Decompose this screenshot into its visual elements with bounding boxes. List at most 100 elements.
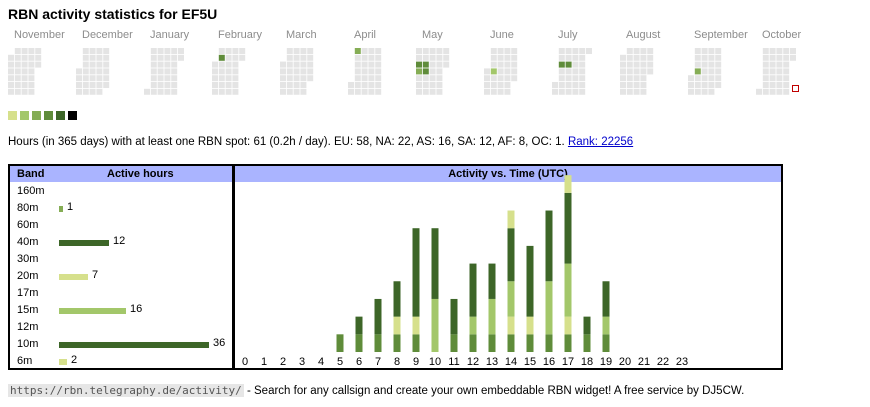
day-cell[interactable] [21, 68, 28, 75]
day-cell[interactable] [164, 54, 171, 61]
day-cell[interactable] [225, 82, 232, 88]
day-cell[interactable] [225, 61, 232, 68]
day-cell[interactable] [280, 88, 286, 95]
day-cell[interactable] [769, 48, 776, 54]
day-cell[interactable] [212, 68, 218, 75]
day-cell[interactable] [715, 48, 722, 54]
day-cell[interactable] [776, 48, 783, 54]
day-cell[interactable] [776, 75, 783, 82]
day-cell[interactable] [708, 88, 715, 95]
day-cell[interactable] [280, 61, 286, 68]
day-cell[interactable] [218, 54, 225, 61]
day-cell[interactable] [232, 54, 239, 61]
day-cell[interactable] [762, 82, 769, 88]
day-cell[interactable] [783, 75, 790, 82]
day-cell[interactable] [76, 88, 82, 95]
day-cell[interactable] [150, 48, 157, 54]
day-cell[interactable] [368, 88, 375, 95]
day-cell[interactable] [82, 82, 89, 88]
day-cell[interactable] [375, 88, 382, 95]
activity-url[interactable]: https://rbn.telegraphy.de/activity/ [8, 384, 244, 397]
day-cell[interactable] [171, 82, 178, 88]
day-cell[interactable] [633, 82, 640, 88]
day-cell[interactable] [443, 48, 450, 54]
day-cell[interactable] [694, 75, 701, 82]
day-cell[interactable] [762, 75, 769, 82]
day-cell[interactable] [633, 48, 640, 54]
day-cell[interactable] [368, 75, 375, 82]
day-cell[interactable] [354, 88, 361, 95]
day-cell[interactable] [164, 88, 171, 95]
day-cell[interactable] [14, 54, 21, 61]
day-cell[interactable] [504, 68, 511, 75]
day-cell[interactable] [164, 75, 171, 82]
day-cell[interactable] [164, 82, 171, 88]
day-cell[interactable] [497, 48, 504, 54]
day-cell[interactable] [375, 82, 382, 88]
day-cell[interactable] [300, 61, 307, 68]
day-cell[interactable] [497, 54, 504, 61]
day-cell[interactable] [171, 75, 178, 82]
day-cell[interactable] [497, 82, 504, 88]
day-cell[interactable] [368, 82, 375, 88]
day-cell[interactable] [558, 48, 565, 54]
day-cell[interactable] [28, 48, 35, 54]
day-cell[interactable] [572, 48, 579, 54]
day-cell[interactable] [82, 75, 89, 82]
day-cell[interactable] [21, 48, 28, 54]
day-cell[interactable] [76, 82, 82, 88]
day-cell[interactable] [232, 82, 239, 88]
day-cell[interactable] [103, 48, 110, 54]
day-cell[interactable] [35, 61, 42, 68]
day-cell[interactable] [783, 88, 790, 95]
rank-link[interactable]: Rank: 22256 [567, 136, 634, 148]
day-cell[interactable] [429, 54, 436, 61]
day-cell[interactable] [647, 54, 654, 61]
day-cell[interactable] [422, 68, 429, 75]
day-cell[interactable] [422, 75, 429, 82]
day-cell[interactable] [232, 68, 239, 75]
day-cell[interactable] [422, 82, 429, 88]
day-cell[interactable] [307, 75, 314, 82]
day-cell[interactable] [354, 48, 361, 54]
day-cell[interactable] [416, 61, 422, 68]
day-cell[interactable] [96, 68, 103, 75]
day-cell[interactable] [504, 54, 511, 61]
day-cell[interactable] [21, 88, 28, 95]
day-cell[interactable] [436, 61, 443, 68]
day-cell[interactable] [150, 61, 157, 68]
day-cell[interactable] [178, 54, 184, 61]
day-cell[interactable] [586, 48, 592, 54]
day-cell[interactable] [28, 75, 35, 82]
day-cell[interactable] [82, 48, 89, 54]
day-cell[interactable] [565, 61, 572, 68]
day-cell[interactable] [633, 88, 640, 95]
day-cell[interactable] [89, 48, 96, 54]
day-cell[interactable] [769, 61, 776, 68]
day-cell[interactable] [694, 61, 701, 68]
day-cell[interactable] [171, 54, 178, 61]
day-cell[interactable] [620, 82, 626, 88]
day-cell[interactable] [286, 54, 293, 61]
day-cell[interactable] [762, 88, 769, 95]
day-cell[interactable] [293, 82, 300, 88]
day-cell[interactable] [144, 88, 150, 95]
day-cell[interactable] [157, 61, 164, 68]
day-cell[interactable] [565, 68, 572, 75]
day-cell[interactable] [790, 54, 796, 61]
day-cell[interactable] [694, 48, 701, 54]
day-cell[interactable] [35, 48, 42, 54]
day-cell[interactable] [96, 75, 103, 82]
day-cell[interactable] [416, 48, 422, 54]
day-cell[interactable] [286, 48, 293, 54]
day-cell[interactable] [640, 48, 647, 54]
day-cell[interactable] [511, 54, 518, 61]
day-cell[interactable] [436, 54, 443, 61]
day-cell[interactable] [436, 82, 443, 88]
day-cell[interactable] [626, 48, 633, 54]
day-cell[interactable] [490, 61, 497, 68]
day-cell[interactable] [157, 82, 164, 88]
day-cell[interactable] [572, 68, 579, 75]
day-cell[interactable] [293, 48, 300, 54]
day-cell[interactable] [558, 68, 565, 75]
